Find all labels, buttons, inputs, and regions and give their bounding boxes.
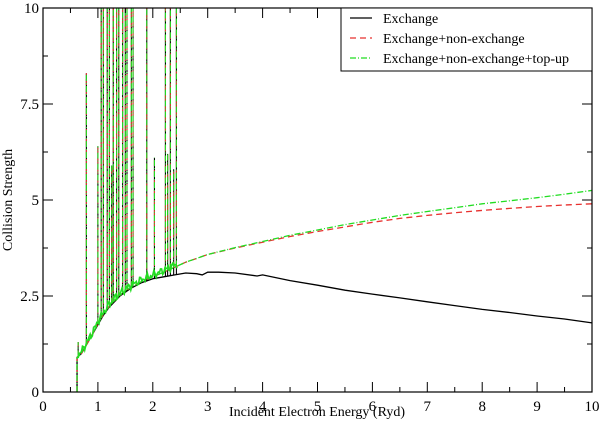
x-axis-title: Incident Electron Energy (Ryd) [229, 405, 405, 420]
x-tick-label: 9 [533, 399, 541, 415]
x-tick-label: 1 [94, 399, 102, 415]
noise-line [77, 261, 178, 359]
legend-label: Exchange+non-exchange+top-up [383, 52, 569, 67]
y-tick-label: 7.5 [20, 97, 39, 113]
series-line [76, 271, 593, 392]
series-exchange [76, 271, 593, 392]
y-tick-label: 0 [32, 385, 40, 401]
legend-label: Exchange [383, 12, 438, 27]
legend-label: Exchange+non-exchange [383, 32, 525, 47]
legend: Exchange Exchange+non-exchange Exchange+… [340, 7, 593, 72]
y-axis: 0 2.5 5 7.5 10 [20, 1, 592, 401]
x-tick-label: 2 [149, 399, 157, 415]
legend-box [340, 7, 593, 72]
legend-item-top-up: Exchange+non-exchange+top-up [350, 52, 569, 67]
y-axis-title: Collision Strength [1, 149, 16, 251]
x-tick-label: 5 [314, 399, 322, 415]
legend-item-exchange: Exchange [350, 12, 438, 27]
y-tick-label: 2.5 [20, 289, 39, 305]
y-tick-label: 10 [24, 1, 39, 17]
y-tick-label: 5 [32, 193, 40, 209]
x-axis: 0 1 2 3 4 5 6 7 8 9 10 [39, 8, 600, 415]
x-tick-label: 6 [369, 399, 377, 415]
x-tick-label: 8 [478, 399, 486, 415]
resonance-spikes [77, 8, 177, 357]
x-tick-label: 10 [585, 399, 600, 415]
threshold-noise [77, 261, 178, 359]
x-tick-label: 4 [259, 399, 267, 415]
legend-item-exchange-non-exchange: Exchange+non-exchange [350, 32, 525, 47]
x-tick-label: 3 [204, 399, 212, 415]
x-tick-label: 0 [39, 399, 47, 415]
plot-area [76, 8, 593, 392]
x-tick-label: 7 [424, 399, 432, 415]
